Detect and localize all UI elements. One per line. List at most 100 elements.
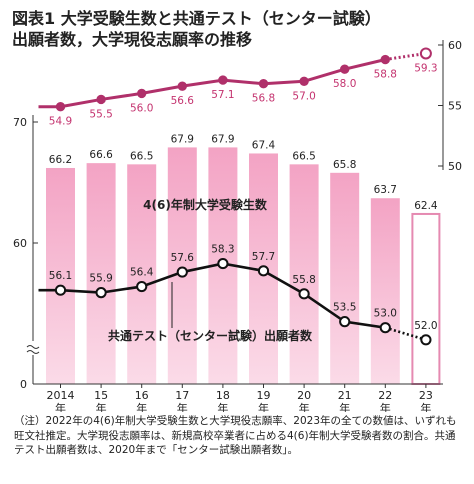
bar-value-label-3: 67.9 — [171, 133, 194, 145]
chart-title-line-1: 図表1 大学受験生数と共通テスト（センター試験） — [12, 9, 381, 28]
rate-point-7 — [340, 64, 350, 74]
applicant-point-7 — [339, 316, 351, 328]
right-tick-label-2: 50 — [448, 160, 462, 173]
x-tick-unit-2: 年 — [136, 401, 147, 412]
applicant-value-label-1: 55.9 — [89, 273, 112, 285]
applicant-line-layer — [38, 257, 432, 346]
rate-value-label-7: 58.0 — [333, 78, 356, 90]
left-tick-label-2: 0 — [20, 378, 27, 391]
rate-point-0 — [55, 102, 66, 112]
rate-point-1 — [96, 94, 106, 105]
x-tick-year-1: 15 — [94, 389, 108, 402]
rate-point-5 — [258, 79, 269, 89]
bars-series-label: 4(6)年制大学受験生数 — [143, 197, 268, 212]
x-tick-unit-4: 年 — [217, 401, 228, 412]
bar-1 — [86, 163, 116, 384]
axis-break-mark-2 — [26, 350, 40, 354]
applicant-value-label-9: 52.0 — [414, 320, 437, 332]
right-tick-label-0: 60 — [448, 39, 462, 52]
applicant-point-8 — [379, 322, 391, 334]
bar-8 — [370, 198, 400, 384]
rate-line-layer — [38, 47, 432, 112]
x-tick-unit-1: 年 — [96, 401, 107, 412]
applicant-line — [38, 262, 386, 329]
x-tick-unit-0: 年 — [55, 401, 66, 412]
rate-value-label-0: 54.9 — [49, 116, 72, 128]
applicant-value-label-5: 57.7 — [252, 251, 275, 263]
left-tick-label-1: 60 — [13, 237, 27, 250]
rate-value-label-4: 57.1 — [211, 89, 234, 101]
x-tick-unit-7: 年 — [339, 401, 350, 412]
rate-line — [38, 58, 386, 109]
rate-point-2 — [137, 88, 147, 99]
applicant-point-9 — [420, 334, 432, 346]
applicant-point-1 — [95, 287, 107, 299]
rate-point-4 — [218, 75, 228, 85]
x-tick-year-5: 19 — [257, 389, 271, 402]
axis-break-mark-1 — [26, 345, 40, 349]
rate-value-label-9: 59.3 — [414, 62, 437, 74]
bar-value-label-7: 65.8 — [333, 159, 356, 171]
x-tick-unit-9: 年 — [420, 401, 431, 412]
applicant-value-label-8: 53.0 — [374, 308, 397, 320]
x-tick-year-0: 2014 — [47, 389, 75, 402]
x-tick-year-2: 16 — [135, 389, 149, 402]
applicant-value-label-6: 55.8 — [292, 274, 315, 286]
bar-value-label-8: 63.7 — [374, 184, 397, 196]
applicant-point-5 — [257, 265, 270, 277]
chart-title-line-2: 出願者数，大学現役志願率の推移 — [12, 30, 253, 49]
rate-value-label-6: 57.0 — [292, 90, 315, 102]
x-tick-year-8: 22 — [378, 389, 392, 402]
bar-9 — [411, 212, 441, 385]
rate-point-6 — [299, 76, 309, 87]
bar-2 — [127, 164, 157, 384]
axis-break-bg — [26, 341, 40, 355]
x-tick-year-9: 23 — [419, 389, 433, 402]
applicant-series-label: 共通テスト（センター試験）出願者数 — [108, 328, 313, 343]
bar-value-label-9: 62.4 — [414, 200, 438, 212]
x-tick-year-4: 18 — [216, 389, 230, 402]
rate-value-label-1: 55.5 — [89, 108, 112, 120]
axes-layer: 706006055502014年15年16年17年18年19年20年21年22年… — [13, 39, 462, 412]
left-tick-label-0: 70 — [13, 116, 27, 129]
right-tick-label-1: 55 — [448, 100, 462, 113]
applicant-point-0 — [54, 284, 67, 296]
rate-value-label-5: 56.8 — [252, 93, 275, 105]
applicant-point-4 — [217, 257, 229, 270]
applicant-value-label-3: 57.6 — [171, 252, 195, 264]
bar-value-label-6: 66.5 — [292, 150, 315, 162]
bar-value-label-5: 67.4 — [252, 139, 276, 151]
rate-point-3 — [177, 81, 188, 91]
applicant-value-label-7: 53.5 — [333, 302, 356, 314]
rate-value-label-2: 56.0 — [130, 102, 153, 114]
chart-title: 図表1 大学受験生数と共通テスト（センター試験） 出願者数，大学現役志願率の推移 — [12, 8, 432, 50]
bar-7 — [330, 172, 360, 384]
x-tick-year-3: 17 — [175, 389, 189, 402]
rate-line-estimated — [385, 51, 427, 62]
bar-value-label-4: 67.9 — [211, 133, 234, 145]
applicant-value-label-2: 56.4 — [130, 267, 154, 279]
applicant-value-label-0: 56.1 — [49, 270, 72, 282]
x-tick-unit-5: 年 — [258, 401, 269, 412]
bar-0 — [46, 167, 75, 384]
bar-3 — [167, 147, 197, 384]
x-tick-year-7: 21 — [338, 389, 352, 402]
x-tick-unit-6: 年 — [299, 401, 310, 412]
bar-value-label-2: 66.5 — [130, 150, 153, 162]
chart: 706006055502014年15年16年17年18年19年20年21年22年… — [13, 39, 462, 412]
rate-point-9 — [419, 47, 432, 60]
footnote: （注）2022年の4(6)年制大学受験生数と大学現役志願率、2023年の全ての数… — [14, 415, 457, 456]
rate-value-label-8: 58.8 — [374, 69, 397, 81]
applicant-point-2 — [136, 280, 148, 293]
x-tick-unit-3: 年 — [177, 401, 188, 412]
applicant-value-label-4: 58.3 — [211, 244, 234, 256]
bars-layer — [46, 147, 441, 385]
applicant-point-3 — [176, 266, 188, 278]
labels-layer: 66.2 66.6 66.5 67.9 67.9 67.4 66.5 65.8 63.7 62.4… — [49, 62, 438, 343]
bar-value-label-1: 66.6 — [89, 149, 113, 161]
x-tick-year-6: 20 — [297, 389, 311, 402]
applicant-point-6 — [298, 288, 310, 300]
rate-point-8 — [380, 54, 390, 65]
x-tick-unit-8: 年 — [380, 401, 391, 412]
rate-value-label-3: 56.6 — [171, 95, 195, 107]
